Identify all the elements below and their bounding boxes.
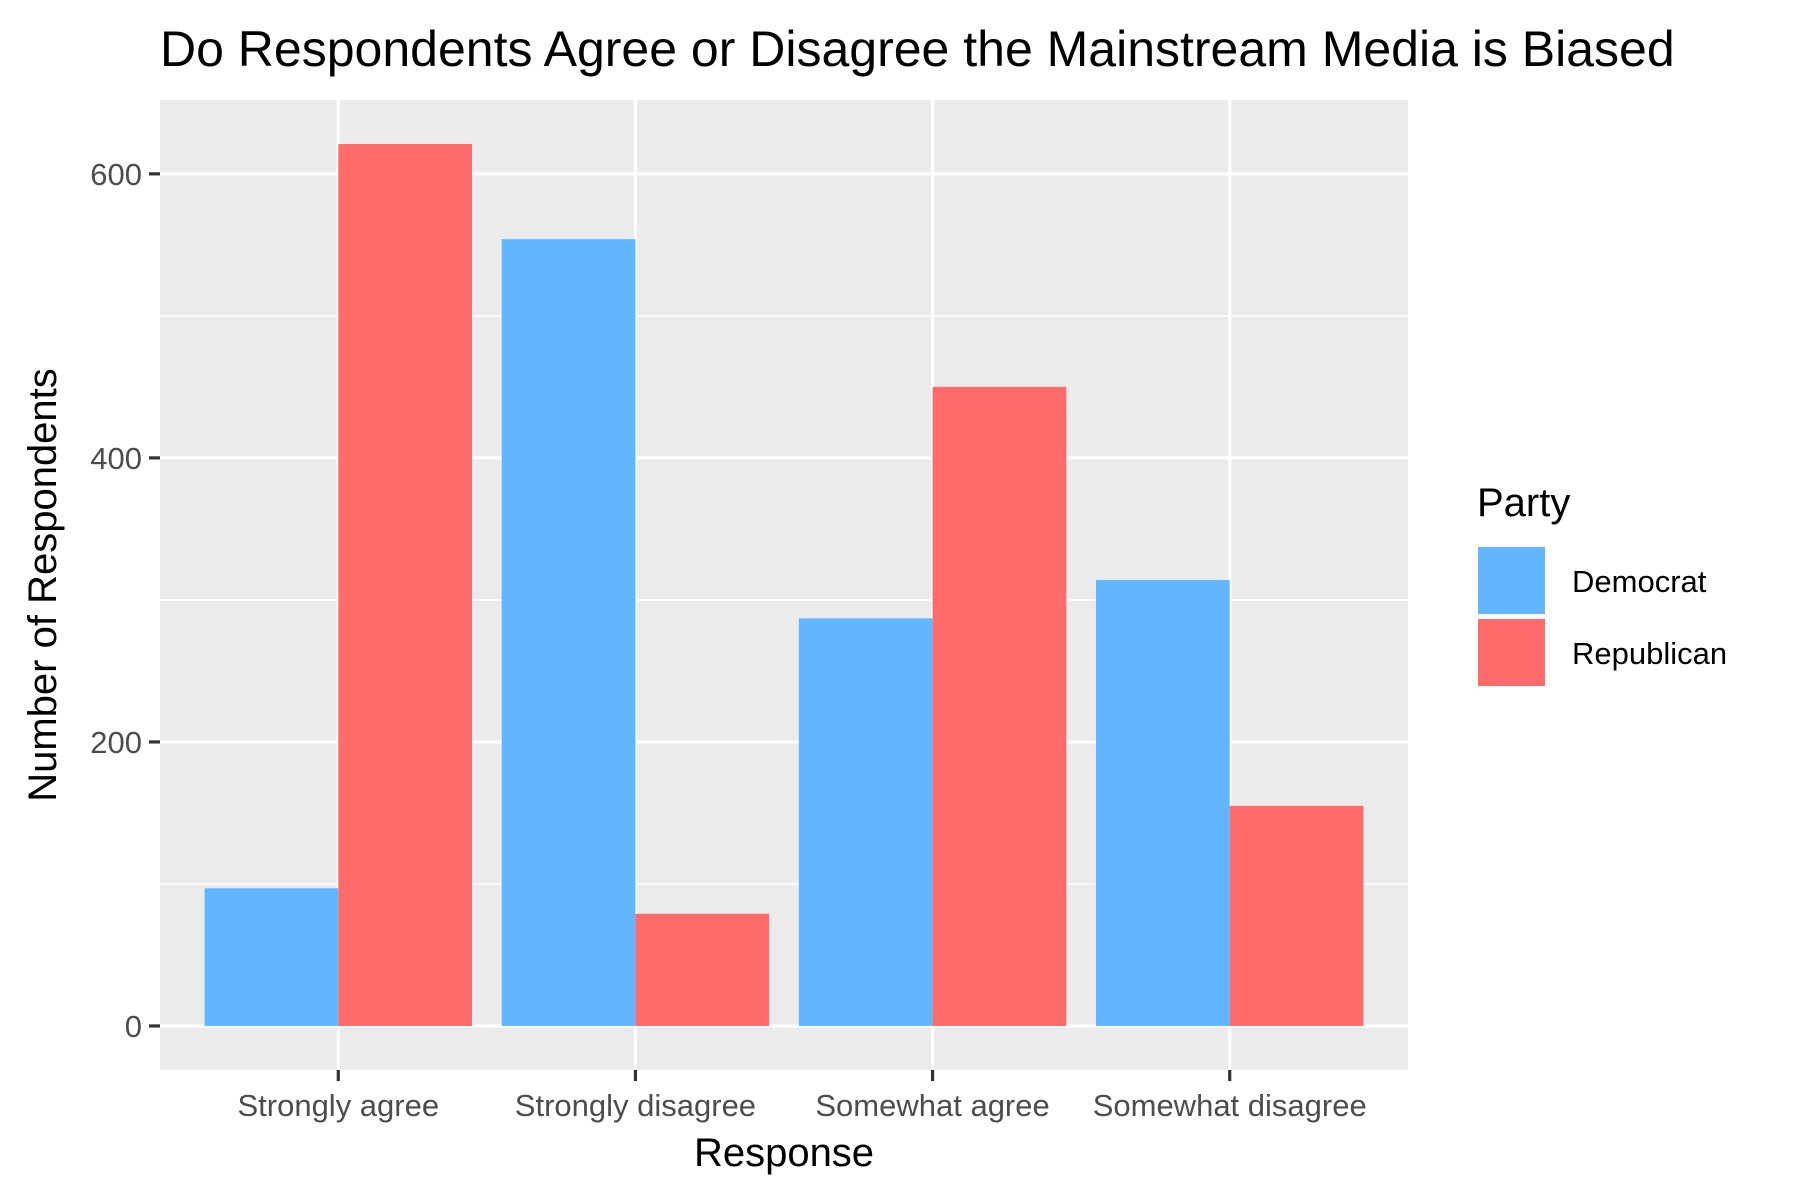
x-tick-label: Somewhat disagree (1093, 1088, 1367, 1123)
bar-democrat-1 (204, 888, 339, 1026)
bar-democrat-2 (501, 239, 636, 1026)
bar-democrat-3 (798, 618, 933, 1026)
bar-democrat-4 (1096, 580, 1230, 1026)
bar-republican-3 (932, 386, 1067, 1026)
x-tick-label: Strongly disagree (515, 1088, 756, 1123)
bar-republican-2 (635, 913, 770, 1026)
chart-title: Do Respondents Agree or Disagree the Mai… (160, 21, 1675, 77)
y-tick-label: 600 (90, 157, 142, 192)
x-tick-label: Somewhat agree (815, 1088, 1049, 1123)
y-tick-label: 200 (90, 725, 142, 760)
y-axis: 0 200 400 600 (90, 157, 160, 1044)
x-axis-title: Response (694, 1131, 874, 1175)
legend-label-democrat: Democrat (1572, 564, 1707, 599)
legend-key-democrat (1476, 545, 1547, 616)
legend-label-republican: Republican (1572, 636, 1727, 671)
bar-republican-1 (338, 144, 472, 1026)
legend-title: Party (1477, 481, 1570, 525)
y-tick-label: 0 (125, 1009, 142, 1044)
bar-republican-4 (1229, 805, 1364, 1026)
x-tick-label: Strongly agree (237, 1088, 439, 1123)
legend: Party Democrat Republican (1476, 481, 1727, 688)
y-axis-title: Number of Respondents (21, 368, 65, 802)
x-axis: Strongly agree Strongly disagree Somewhat … (237, 1070, 1367, 1123)
y-tick-label: 400 (90, 441, 142, 476)
bars (204, 144, 1364, 1026)
legend-key-republican (1476, 617, 1547, 688)
